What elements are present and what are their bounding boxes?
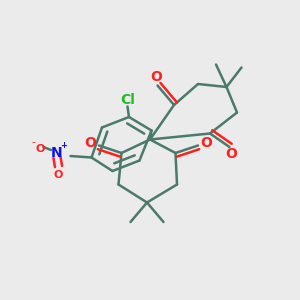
Text: O: O bbox=[36, 143, 45, 154]
Text: O: O bbox=[150, 70, 162, 84]
Text: -: - bbox=[31, 137, 35, 147]
Text: O: O bbox=[200, 136, 212, 150]
Text: +: + bbox=[60, 141, 67, 150]
Text: O: O bbox=[54, 170, 63, 181]
Text: Cl: Cl bbox=[120, 94, 135, 107]
Text: N: N bbox=[51, 146, 63, 160]
Text: O: O bbox=[225, 148, 237, 161]
Text: O: O bbox=[85, 136, 97, 150]
